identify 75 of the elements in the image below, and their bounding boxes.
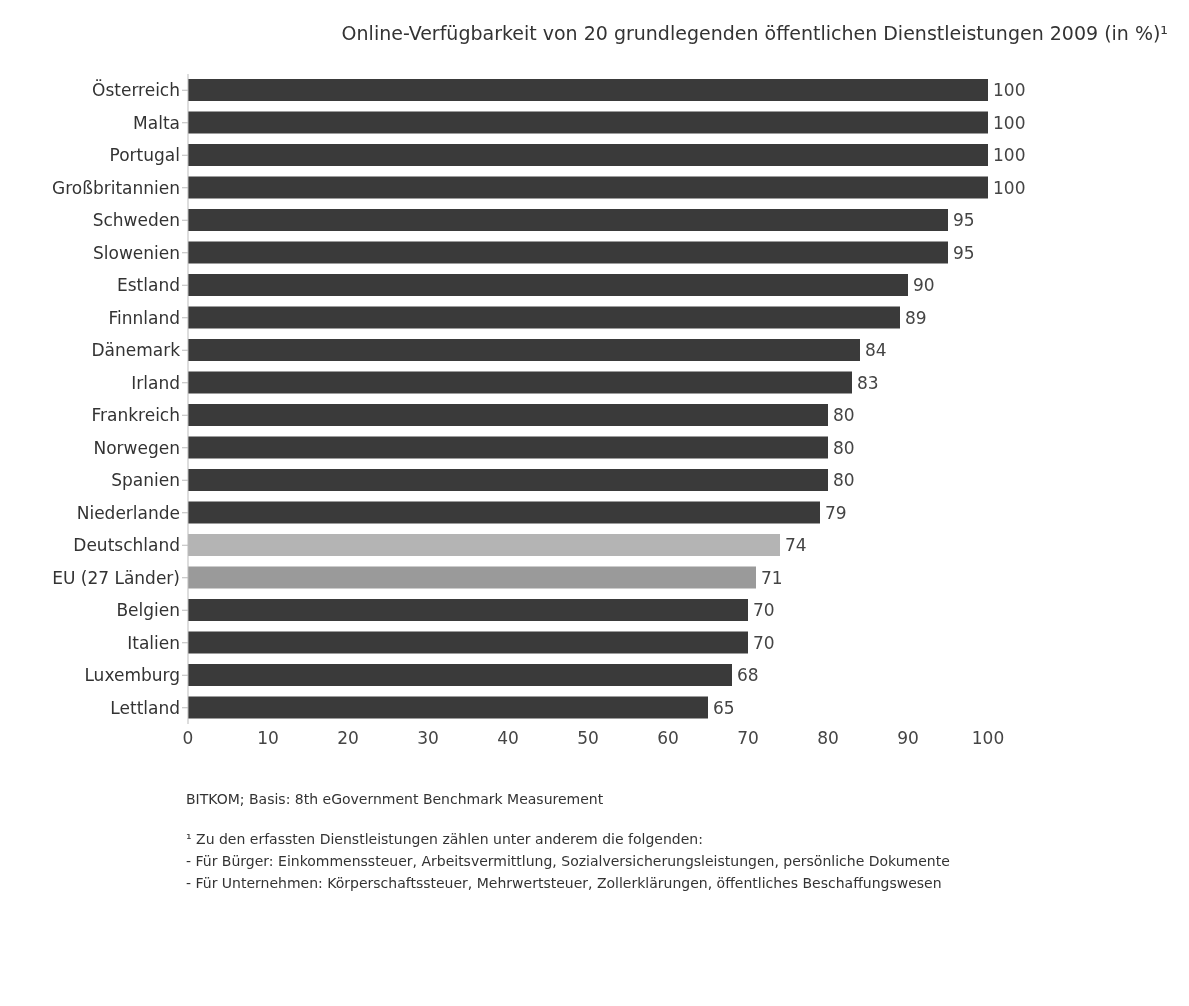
bar <box>188 566 756 589</box>
data-label: 71 <box>761 567 783 588</box>
y-tick-label: Luxemburg <box>84 665 180 686</box>
x-tick-label: 0 <box>182 728 194 749</box>
text: - Für Unternehmen: Körperschaftssteuer, Mehrwertsteuer, Zollerklärungen, öffentliches Beschaffungswesen <box>186 874 943 893</box>
y-tick-label: Finnland <box>108 307 180 328</box>
y-tick-label: Niederlande <box>76 502 180 523</box>
y-tick-label: Großbritannien <box>52 177 180 198</box>
y-tick-label: Irland <box>131 372 180 393</box>
bar <box>188 501 820 524</box>
x-tick-label: 100 <box>971 728 1005 749</box>
data-label: 89 <box>905 307 927 328</box>
bar <box>188 176 988 199</box>
chart-title: Online-Verfügbarkeit von 20 grundlegenden öffentlichen Dienstleistungen 2009 (in %)¹ <box>340 21 1169 46</box>
x-tick-label: 30 <box>417 728 439 749</box>
text: - Für Bürger: Einkommenssteuer, Arbeitsvermittlung, Sozialversicherungsleistungen, persönliche Dokumente <box>186 852 951 871</box>
data-label: 100 <box>993 80 1026 101</box>
bar <box>188 209 948 231</box>
data-label: 70 <box>753 632 775 653</box>
data-label: 79 <box>825 502 847 523</box>
data-label: 70 <box>753 600 775 621</box>
data-label: 95 <box>953 210 975 231</box>
y-tick-label: Schweden <box>92 210 180 231</box>
x-tick-label: 20 <box>337 728 359 749</box>
text: BITKOM; Basis: 8th eGovernment Benchmark Measurement <box>186 790 605 809</box>
x-tick-label: 40 <box>497 728 519 749</box>
bar <box>188 241 948 264</box>
x-tick-label: 60 <box>657 728 679 749</box>
data-label: 74 <box>785 535 807 556</box>
y-tick-label: Slowenien <box>92 242 180 263</box>
bar <box>188 599 748 621</box>
bar <box>188 696 708 719</box>
x-tick-label: 70 <box>737 728 759 749</box>
bar <box>188 306 900 329</box>
bar <box>188 469 828 491</box>
data-label: 80 <box>833 470 855 491</box>
y-tick-label: Lettland <box>110 697 180 718</box>
bar <box>188 111 988 134</box>
y-tick-label: Dänemark <box>91 340 181 361</box>
bar <box>188 631 748 654</box>
bar <box>188 404 828 426</box>
data-label: 100 <box>993 112 1026 133</box>
x-tick-label: 90 <box>897 728 919 749</box>
data-label: 95 <box>953 242 975 263</box>
bar <box>188 339 860 361</box>
y-tick-label: Italien <box>127 632 180 653</box>
bar <box>188 664 732 686</box>
data-label: 68 <box>737 665 759 686</box>
y-tick-label: Deutschland <box>73 535 180 556</box>
data-label: 84 <box>865 340 887 361</box>
y-tick-label: Malta <box>133 112 180 133</box>
data-label: 80 <box>833 405 855 426</box>
bar <box>188 436 828 459</box>
y-tick-label: EU (27 Länder) <box>52 567 180 588</box>
y-tick-label: Österreich <box>92 79 180 101</box>
data-label: 100 <box>993 145 1026 166</box>
text: ¹ Zu den erfassten Dienstleistungen zählen unter anderem die folgenden: <box>186 830 704 849</box>
y-tick-label: Belgien <box>116 600 180 621</box>
data-label: 83 <box>857 372 879 393</box>
x-tick-label: 50 <box>577 728 599 749</box>
y-tick-label: Estland <box>117 275 180 296</box>
bar <box>188 144 988 166</box>
x-tick-label: 80 <box>817 728 839 749</box>
bar <box>188 79 988 101</box>
data-label: 65 <box>713 697 735 718</box>
bar <box>188 371 852 394</box>
y-tick-label: Portugal <box>109 145 180 166</box>
x-tick-label: 10 <box>257 728 279 749</box>
y-tick-label: Norwegen <box>93 437 180 458</box>
bar <box>188 274 908 296</box>
data-label: 100 <box>993 177 1026 198</box>
y-tick-label: Spanien <box>111 470 180 491</box>
data-label: 80 <box>833 437 855 458</box>
y-tick-label: Frankreich <box>91 405 180 426</box>
data-label: 90 <box>913 275 935 296</box>
